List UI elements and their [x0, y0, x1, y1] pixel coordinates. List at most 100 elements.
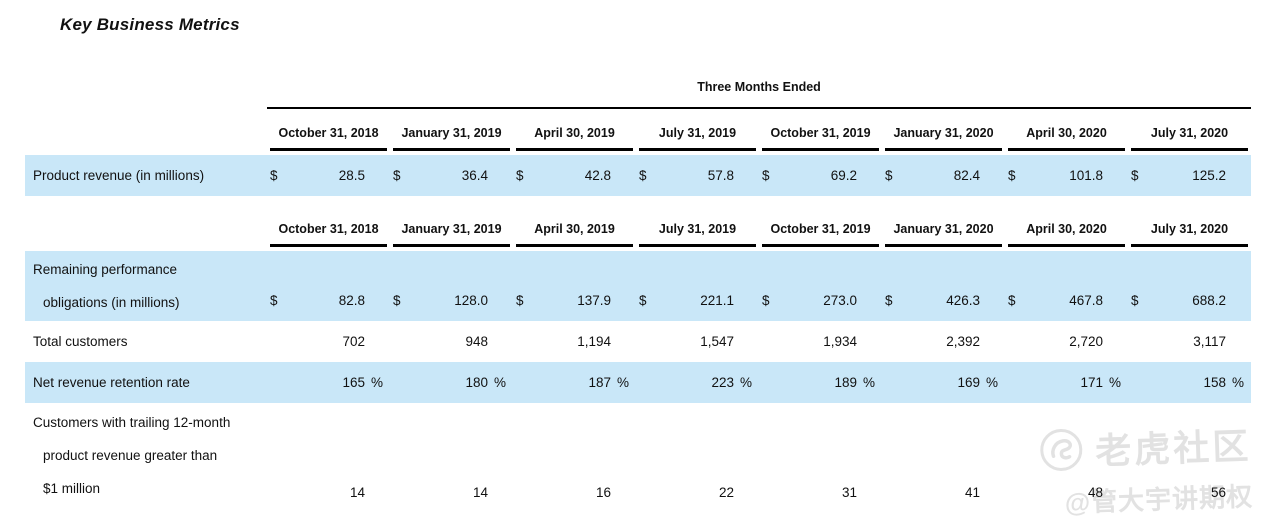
value-cell: $69.2 [759, 155, 882, 196]
currency-symbol: $ [639, 168, 647, 183]
value-cell: 1,547 [636, 321, 759, 362]
column-header-cell: January 31, 2019 [390, 222, 513, 247]
value-cell: 169% [882, 362, 1005, 403]
value-cell: $125.2 [1128, 155, 1251, 196]
currency-symbol: $ [516, 168, 524, 183]
value-text: 180 [465, 375, 488, 390]
column-header-cell: January 31, 2020 [882, 222, 1005, 247]
value-text: 82.4 [953, 168, 980, 183]
value-text: 169 [957, 375, 980, 390]
value-text: 14 [349, 485, 365, 500]
value-cell: 1,934 [759, 321, 882, 362]
value-cell: $426.3 [882, 251, 1005, 321]
value-cell: $101.8 [1005, 155, 1128, 196]
column-header-cell: July 31, 2020 [1128, 222, 1251, 247]
value-cell: $36.4 [390, 155, 513, 196]
column-header-row: October 31, 2018 January 31, 2019 April 30… [25, 222, 1251, 247]
value-cell: $82.4 [882, 155, 1005, 196]
column-header-cell: January 31, 2020 [882, 109, 1005, 151]
value-text: 688.2 [1192, 293, 1226, 308]
value-text: 426.3 [946, 293, 980, 308]
column-header-cell: April 30, 2019 [513, 109, 636, 151]
value-text: 57.8 [707, 168, 734, 183]
value-cell: $221.1 [636, 251, 759, 321]
column-header-label: January 31, 2019 [393, 126, 510, 151]
group-header-row: Three Months Ended [25, 78, 1251, 109]
value-cell: 14 [267, 403, 390, 513]
column-header-label: April 30, 2019 [516, 126, 633, 151]
table-row: Remaining performance obligations (in mil… [25, 251, 1251, 321]
column-header-cell: April 30, 2019 [513, 222, 636, 247]
value-text: 56 [1210, 485, 1226, 500]
column-header-label: January 31, 2020 [885, 222, 1002, 247]
value-cell: $28.5 [267, 155, 390, 196]
column-header-label: July 31, 2020 [1131, 222, 1248, 247]
row-label-line: product revenue greater than [43, 448, 218, 463]
table-row: Total customers 702 948 1,194 1,547 1,934 2,39… [25, 321, 1251, 362]
row-label-line: $1 million [43, 481, 101, 496]
value-cell: 3,117 [1128, 321, 1251, 362]
value-cell: $42.8 [513, 155, 636, 196]
row-label: Remaining performance obligations (in mil… [25, 251, 267, 321]
value-suffix: % [1231, 375, 1244, 390]
watermark-brand-row: 老虎社区 [1038, 417, 1252, 476]
value-text: 69.2 [830, 168, 857, 183]
value-suffix: % [370, 375, 383, 390]
value-text: 128.0 [454, 293, 488, 308]
row-label-line: Total customers [33, 334, 128, 349]
value-cell: 187% [513, 362, 636, 403]
currency-symbol: $ [1008, 293, 1016, 308]
row-label: Total customers [25, 321, 267, 362]
value-text: 273.0 [823, 293, 857, 308]
column-header-label: April 30, 2020 [1008, 222, 1125, 247]
currency-symbol: $ [762, 293, 770, 308]
value-cell: $82.8 [267, 251, 390, 321]
value-text: 1,934 [823, 334, 857, 349]
value-text: 31 [841, 485, 857, 500]
page-title: Key Business Metrics [60, 15, 240, 34]
value-suffix: % [985, 375, 998, 390]
value-text: 36.4 [461, 168, 488, 183]
currency-symbol: $ [270, 293, 278, 308]
value-suffix: % [616, 375, 629, 390]
value-text: 41 [964, 485, 980, 500]
column-header-row: October 31, 2018 January 31, 2019 April 30… [25, 109, 1251, 151]
value-text: 1,547 [700, 334, 734, 349]
value-cell: 56 [1128, 403, 1251, 513]
value-text: 22 [718, 485, 734, 500]
column-header-label: January 31, 2020 [885, 126, 1002, 151]
value-cell: 165% [267, 362, 390, 403]
column-header-label: July 31, 2019 [639, 126, 756, 151]
column-header-label: October 31, 2019 [762, 222, 879, 247]
value-text: 1,194 [577, 334, 611, 349]
row-label-line: obligations (in millions) [43, 295, 180, 310]
value-text: 137.9 [577, 293, 611, 308]
value-cell: 223% [636, 362, 759, 403]
watermark: 老虎社区 @管大宇讲期权 [1038, 417, 1254, 516]
value-cell: $688.2 [1128, 251, 1251, 321]
value-text: 221.1 [700, 293, 734, 308]
value-cell: 702 [267, 321, 390, 362]
row-label: Net revenue retention rate [25, 362, 267, 403]
row-label-line: Customers with trailing 12-month [33, 415, 231, 430]
value-cell: 189% [759, 362, 882, 403]
value-cell: 171% [1005, 362, 1128, 403]
value-text: 42.8 [584, 168, 611, 183]
value-cell: $57.8 [636, 155, 759, 196]
value-text: 187 [588, 375, 611, 390]
value-cell: $273.0 [759, 251, 882, 321]
value-text: 223 [711, 375, 734, 390]
value-text: 16 [595, 485, 611, 500]
value-cell: 16 [513, 403, 636, 513]
value-text: 82.8 [338, 293, 365, 308]
value-suffix: % [862, 375, 875, 390]
group-header-cell: Three Months Ended [267, 78, 1251, 109]
currency-symbol: $ [1131, 293, 1139, 308]
value-text: 165 [342, 375, 365, 390]
currency-symbol: $ [270, 168, 278, 183]
column-header-cell: April 30, 2020 [1005, 109, 1128, 151]
currency-symbol: $ [393, 168, 401, 183]
value-text: 467.8 [1069, 293, 1103, 308]
column-header-cell: October 31, 2019 [759, 109, 882, 151]
